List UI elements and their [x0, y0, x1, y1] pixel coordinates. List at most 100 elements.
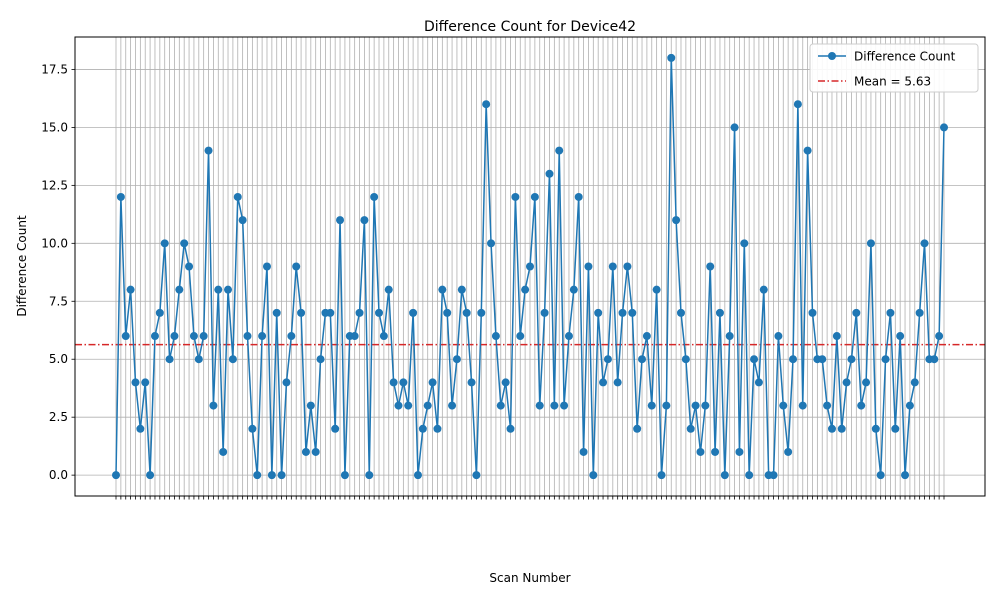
- legend-series-marker: [828, 52, 836, 60]
- data-point: [185, 262, 194, 271]
- data-point: [681, 355, 690, 364]
- data-point: [803, 146, 812, 155]
- data-point: [603, 355, 612, 364]
- data-point: [935, 332, 944, 341]
- data-point: [116, 192, 125, 201]
- data-point: [399, 378, 408, 387]
- data-point: [131, 378, 140, 387]
- data-point: [672, 216, 681, 225]
- data-point: [842, 378, 851, 387]
- data-point: [491, 332, 500, 341]
- data-point: [360, 216, 369, 225]
- y-tick-label: 0.0: [49, 468, 68, 482]
- data-point: [662, 401, 671, 410]
- data-point: [715, 308, 724, 317]
- data-point: [745, 471, 754, 480]
- y-tick-label: 17.5: [41, 62, 68, 76]
- data-point: [789, 355, 798, 364]
- data-point: [642, 332, 651, 341]
- data-point: [798, 401, 807, 410]
- data-point: [647, 401, 656, 410]
- data-point: [340, 471, 349, 480]
- data-point: [905, 401, 914, 410]
- y-tick-label: 12.5: [41, 178, 68, 192]
- data-point: [224, 285, 233, 294]
- data-point: [199, 332, 208, 341]
- y-tick-label: 7.5: [49, 294, 68, 308]
- data-point: [370, 192, 379, 201]
- data-point: [550, 401, 559, 410]
- data-point: [530, 192, 539, 201]
- data-point: [535, 401, 544, 410]
- data-point: [301, 447, 310, 456]
- data-point: [750, 355, 759, 364]
- data-point: [784, 447, 793, 456]
- data-point: [418, 424, 427, 433]
- data-point: [194, 355, 203, 364]
- data-point: [862, 378, 871, 387]
- data-point: [189, 332, 198, 341]
- data-point: [579, 447, 588, 456]
- data-point: [389, 378, 398, 387]
- data-point: [691, 401, 700, 410]
- data-point: [564, 332, 573, 341]
- data-point: [652, 285, 661, 294]
- data-point: [915, 308, 924, 317]
- data-point: [243, 332, 252, 341]
- legend-box: [809, 43, 979, 93]
- data-point: [150, 332, 159, 341]
- data-point: [141, 378, 150, 387]
- y-tick-label: 2.5: [49, 410, 68, 424]
- data-point: [155, 308, 164, 317]
- data-point: [350, 332, 359, 341]
- data-point: [759, 285, 768, 294]
- y-tick-label: 10.0: [41, 236, 68, 250]
- data-point: [526, 262, 534, 271]
- data-point: [555, 146, 564, 155]
- data-point: [623, 262, 632, 271]
- data-point: [170, 332, 179, 341]
- data-point: [837, 424, 846, 433]
- data-point: [769, 471, 778, 480]
- data-point: [901, 471, 910, 480]
- data-point: [569, 285, 578, 294]
- data-point: [638, 355, 647, 364]
- data-point: [175, 285, 184, 294]
- data-point: [262, 262, 271, 271]
- x-axis-label: Scan Number: [489, 571, 570, 585]
- data-point: [267, 471, 276, 480]
- data-point: [686, 424, 695, 433]
- data-point: [146, 471, 155, 480]
- data-point: [711, 447, 720, 456]
- data-point: [876, 471, 885, 480]
- data-point: [433, 424, 442, 433]
- data-point: [725, 332, 734, 341]
- data-point: [511, 192, 520, 201]
- x-gridlines: [115, 37, 945, 496]
- data-point: [316, 355, 325, 364]
- data-point: [311, 447, 320, 456]
- data-point: [521, 285, 530, 294]
- data-point: [818, 355, 827, 364]
- data-point: [618, 308, 627, 317]
- data-point: [204, 146, 213, 155]
- data-point: [297, 308, 306, 317]
- data-point: [589, 471, 598, 480]
- data-point: [832, 332, 841, 341]
- data-point: [628, 308, 637, 317]
- data-point: [404, 401, 413, 410]
- data-point: [253, 471, 262, 480]
- data-point: [667, 53, 676, 62]
- data-point: [847, 355, 856, 364]
- data-point: [584, 262, 593, 271]
- data-point: [214, 285, 223, 294]
- chart-title: Difference Count for Device42: [424, 19, 636, 35]
- data-point: [866, 239, 875, 248]
- data-point: [706, 262, 715, 271]
- data-point: [886, 308, 895, 317]
- data-point: [808, 308, 817, 317]
- data-point: [379, 332, 388, 341]
- y-tick-label: 5.0: [49, 352, 68, 366]
- data-point: [258, 332, 267, 341]
